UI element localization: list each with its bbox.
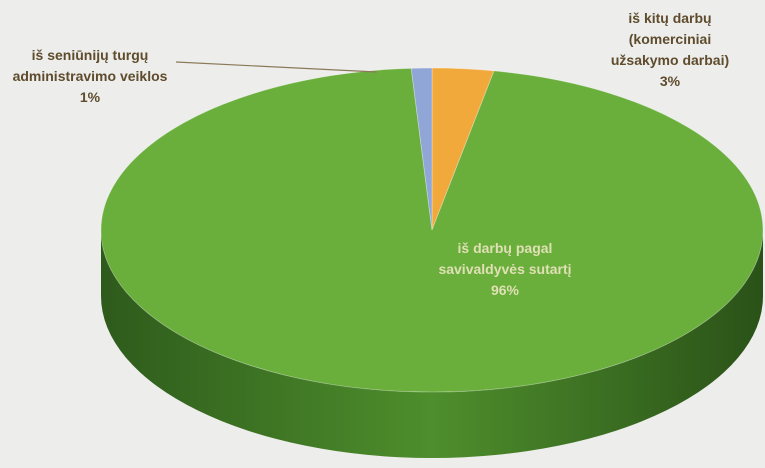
category-label: iš seniūnijų turgų administravimo veiklo… (12, 47, 168, 84)
category-label: iš darbų pagal savivaldyvės sutartį (438, 240, 572, 277)
value-label: 1% (79, 89, 101, 105)
pie-slice (431, 67, 495, 231)
slice-label: iš darbų pagal savivaldyvės sutartį 96% (430, 238, 580, 301)
slice-label: iš seniūnijų turgų administravimo veiklo… (0, 45, 180, 108)
leader-line (175, 61, 378, 73)
pie-slice (100, 67, 764, 393)
slice-label: iš kitų darbų (komerciniai užsakymo darb… (595, 8, 745, 92)
pie-side (101, 230, 763, 458)
category-label: iš kitų darbų (komerciniai užsakymo darb… (610, 10, 730, 68)
pie-slice (410, 67, 433, 231)
value-label: 3% (659, 73, 681, 89)
value-label: 96% (490, 282, 520, 298)
